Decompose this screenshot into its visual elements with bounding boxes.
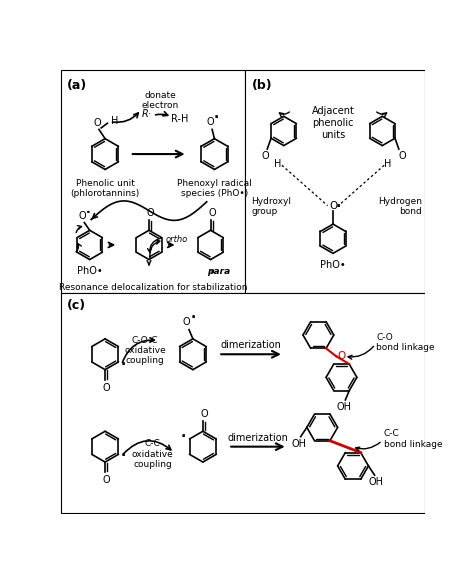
Text: O: O — [102, 383, 109, 392]
Text: Resonance delocalization for stabilization: Resonance delocalization for stabilizati… — [59, 283, 247, 292]
Text: O: O — [79, 211, 87, 221]
Text: Adjacent
phenolic
units: Adjacent phenolic units — [311, 106, 355, 139]
Text: H: H — [111, 116, 118, 126]
Text: C-C
oxidative
coupling: C-C oxidative coupling — [132, 439, 173, 469]
Text: O: O — [147, 208, 155, 218]
Text: OH: OH — [369, 477, 383, 487]
Text: PhO•: PhO• — [77, 266, 102, 276]
Text: H: H — [384, 160, 392, 169]
Text: O: O — [183, 317, 191, 327]
Text: dimerization: dimerization — [220, 340, 281, 350]
Text: O: O — [102, 475, 109, 485]
Text: O: O — [201, 409, 208, 419]
Text: dimerization: dimerization — [228, 433, 289, 443]
Text: ·: · — [181, 431, 186, 444]
Text: C-O
bond linkage: C-O bond linkage — [376, 333, 435, 353]
Text: Hydroxyl
group: Hydroxyl group — [251, 197, 292, 216]
Text: O: O — [208, 208, 216, 218]
Text: C-O-C
oxidative
coupling: C-O-C oxidative coupling — [124, 335, 166, 365]
Text: ·: · — [121, 449, 126, 463]
Bar — [61, 294, 425, 513]
Text: O: O — [329, 201, 337, 212]
Text: O: O — [337, 351, 346, 361]
Text: R-H: R-H — [171, 114, 189, 124]
Text: ·: · — [214, 111, 219, 125]
Text: PhO•: PhO• — [320, 260, 346, 269]
Text: OH: OH — [336, 402, 351, 412]
Text: (c): (c) — [66, 299, 86, 312]
Text: (b): (b) — [251, 79, 272, 91]
Text: ·: · — [336, 200, 341, 214]
Text: O: O — [206, 117, 214, 127]
Text: Phenolic unit
(phlorotannins): Phenolic unit (phlorotannins) — [71, 179, 140, 198]
Text: ·: · — [191, 311, 196, 325]
Bar — [245, 70, 425, 294]
Text: (a): (a) — [66, 79, 87, 91]
Text: Phenoxyl radical
species (PhO•): Phenoxyl radical species (PhO•) — [177, 179, 252, 198]
Text: Hydrogen
bond: Hydrogen bond — [378, 197, 422, 216]
Text: O: O — [398, 151, 406, 161]
Text: C-C
bond linkage: C-C bond linkage — [384, 429, 442, 449]
Text: ortho: ortho — [165, 235, 187, 243]
Text: donate
electron: donate electron — [142, 91, 179, 110]
Text: H: H — [274, 160, 282, 169]
Text: ·: · — [121, 358, 126, 372]
Text: R·: R· — [142, 109, 152, 119]
Text: O: O — [261, 151, 269, 161]
Bar — [61, 70, 245, 294]
Text: ·: · — [210, 266, 215, 280]
Text: O: O — [93, 118, 101, 128]
Text: para: para — [207, 267, 230, 276]
Text: ·: · — [86, 206, 91, 218]
Text: OH: OH — [292, 439, 307, 449]
